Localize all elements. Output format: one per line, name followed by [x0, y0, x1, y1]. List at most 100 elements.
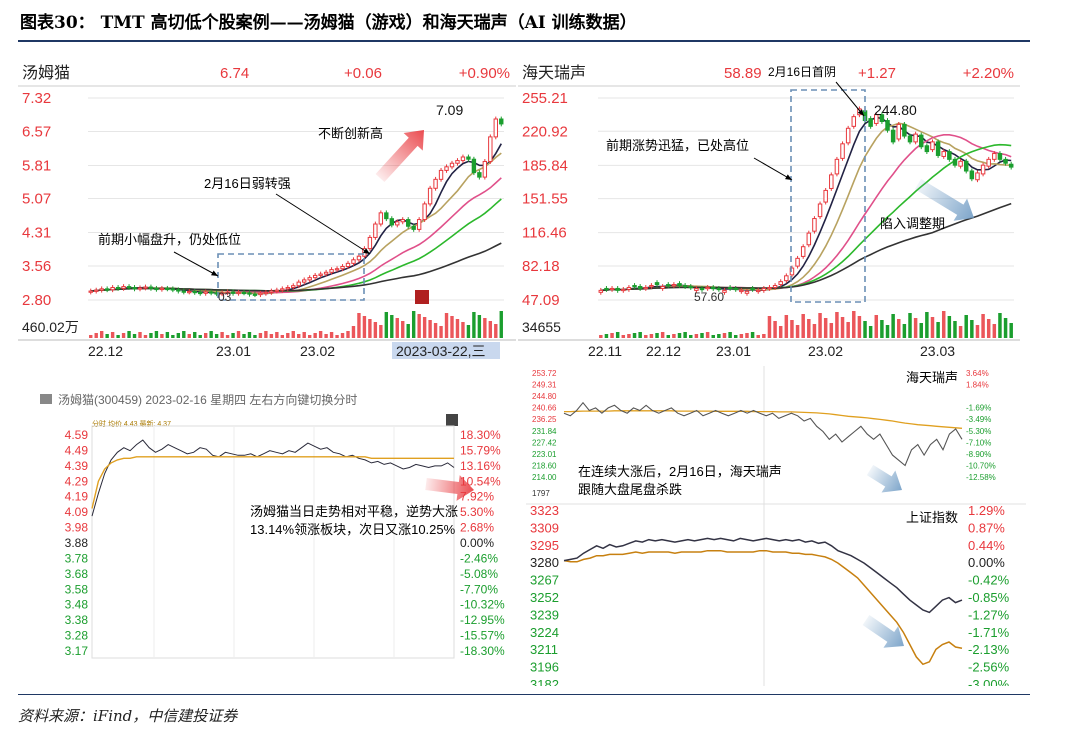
- candle-body: [181, 290, 186, 293]
- hai-y-tick-left: 236.25: [532, 415, 557, 424]
- annotation-early-arrow: [173, 251, 219, 277]
- volume-bar: [885, 325, 890, 338]
- y-tick-left: 3.68: [65, 567, 89, 581]
- candle-body: [941, 151, 946, 157]
- volume-bar: [975, 325, 980, 338]
- sse-y-tick-right: -2.13%: [968, 642, 1010, 657]
- sse-y-tick-left: 3267: [530, 573, 559, 588]
- volume-bar: [280, 335, 285, 338]
- candle-body: [241, 291, 247, 295]
- candle-body: [727, 286, 733, 290]
- volume-bar: [286, 333, 290, 338]
- volume-label: 460.02万: [22, 319, 79, 335]
- x-tick-highlight: [392, 342, 500, 359]
- candle-body: [817, 203, 823, 218]
- volume-bar: [902, 324, 907, 338]
- volume-bar: [132, 334, 137, 338]
- annotation-feb16-arrow-head: [363, 248, 370, 254]
- hai-y-tick-left: 231.84: [532, 427, 557, 436]
- y-tick-label: 220.92: [522, 123, 568, 140]
- volume-bar: [264, 331, 268, 338]
- volume-bar: [649, 334, 654, 338]
- annotation-adjust: 陷入调整期: [880, 216, 945, 231]
- candle-body: [499, 118, 504, 125]
- candle-body: [902, 123, 907, 137]
- candle-body: [471, 158, 477, 174]
- volume-bar: [694, 334, 699, 338]
- volume-bar: [313, 333, 317, 338]
- candle-body: [203, 291, 208, 294]
- candle-body: [930, 141, 935, 151]
- y-tick-label: 3.56: [22, 258, 51, 275]
- haitian-daily-panel: 海天瑞声 58.89 2月16日首阴 +1.27 +2.20% 255.21 220.92 1…: [518, 58, 1020, 360]
- x-tick-label: 23.03: [920, 343, 955, 359]
- volume-bar: [998, 313, 1002, 338]
- candle-body: [137, 287, 143, 290]
- last-price: 58.89: [724, 65, 762, 82]
- candle-body: [733, 287, 738, 291]
- y-tick-left: 4.49: [65, 443, 89, 457]
- candle-body: [230, 291, 236, 294]
- volume-bar: [324, 334, 328, 338]
- y-tick-right: 5.30%: [460, 505, 494, 519]
- volume-label: 34655: [522, 319, 561, 335]
- volume-bar: [433, 323, 438, 338]
- volume-bar: [307, 335, 312, 338]
- peak-label: 7.09: [436, 102, 463, 118]
- haitian-daily-chart: 海天瑞声 58.89 2月16日首阴 +1.27 +2.20% 255.21 220.92 1…: [518, 64, 1020, 359]
- volume-bar: [488, 321, 493, 338]
- candle-body: [488, 136, 493, 162]
- candle-body: [705, 286, 710, 290]
- nav-arrow-icon: [446, 414, 458, 426]
- volume-bar: [705, 332, 710, 338]
- volume-bar: [683, 332, 687, 338]
- volume-bar: [621, 335, 626, 338]
- volume-bar: [1003, 318, 1008, 338]
- volume-bar: [258, 333, 263, 338]
- sse-down-arrow: [862, 615, 905, 648]
- volume-bar: [880, 320, 884, 338]
- hai-y-tick-left: 227.42: [532, 438, 557, 447]
- volume-bar: [857, 316, 862, 338]
- volume-bar: [231, 333, 235, 338]
- volume-bar: [318, 331, 323, 338]
- candle-body: [829, 174, 834, 189]
- volume-bar: [778, 326, 783, 338]
- volume-bar: [105, 334, 109, 338]
- candle-body: [772, 285, 778, 288]
- candle-body: [874, 114, 879, 124]
- x-tick-label: 2023-03-22,三: [396, 343, 486, 359]
- candle-body: [400, 219, 405, 223]
- ma60-line: [600, 202, 1012, 292]
- candle-body: [192, 291, 197, 294]
- volume-bar: [176, 333, 181, 338]
- hai-y-tick-right: -10.70%: [966, 461, 996, 470]
- ma60-line: [90, 242, 502, 292]
- volume-bar: [116, 335, 120, 338]
- candle-body: [997, 153, 1003, 160]
- sse-y-tick-left: 3239: [530, 607, 559, 622]
- box-label: 57.60: [694, 290, 724, 304]
- volume-bar: [384, 312, 389, 338]
- price-change-pct: +0.90%: [459, 65, 510, 82]
- candle-body: [722, 289, 727, 293]
- sse-y-tick-right: -1.27%: [968, 607, 1010, 622]
- y-tick-left: 4.59: [65, 428, 89, 442]
- volume-bar: [627, 334, 631, 338]
- volume-bar: [203, 333, 208, 338]
- y-tick-left: 3.58: [65, 582, 89, 596]
- volume-bar: [610, 333, 614, 338]
- volume-bar: [477, 315, 482, 338]
- volume-bar: [340, 333, 345, 338]
- candle-body: [778, 281, 783, 286]
- candle-body: [395, 221, 400, 226]
- candle-body: [947, 151, 952, 160]
- volume-bar: [728, 332, 732, 338]
- volume-bar: [677, 333, 682, 338]
- candle-body: [671, 284, 677, 287]
- candle-body: [834, 158, 840, 175]
- volume-bar: [417, 314, 421, 338]
- volume-bar: [466, 325, 471, 338]
- volume-bar: [700, 333, 704, 338]
